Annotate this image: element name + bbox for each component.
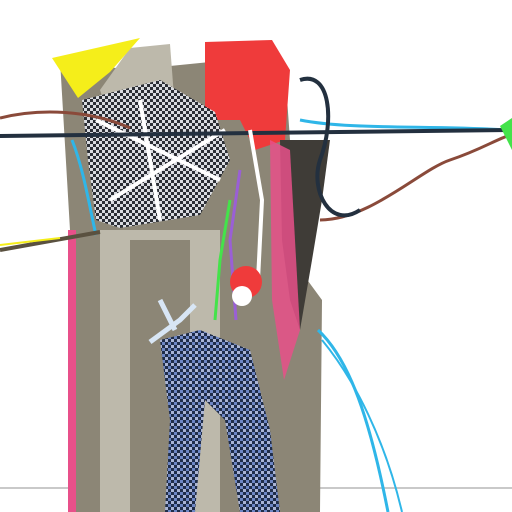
white-blob xyxy=(232,286,252,306)
red-block xyxy=(205,40,290,150)
pink-stripe xyxy=(68,230,76,512)
white-spark xyxy=(95,99,227,221)
hanging-figure-white xyxy=(248,129,265,281)
hanging-figure xyxy=(213,199,232,321)
cyan-wire-lower-2 xyxy=(321,339,403,512)
brown-wire-right xyxy=(319,133,511,222)
green-tip xyxy=(500,118,512,150)
cyan-outline-left xyxy=(70,139,98,236)
pink-band xyxy=(270,140,300,380)
small-figure xyxy=(148,298,197,345)
yellow-flag xyxy=(52,38,140,98)
cyan-wire-lower xyxy=(316,328,390,512)
checker-region xyxy=(82,80,230,228)
dark-hook xyxy=(299,76,362,218)
left-beam-yellow xyxy=(0,237,61,246)
dark-wire xyxy=(0,128,512,138)
brown-wire-left xyxy=(0,110,131,130)
checker-legs xyxy=(160,330,280,512)
left-beam xyxy=(0,230,101,252)
